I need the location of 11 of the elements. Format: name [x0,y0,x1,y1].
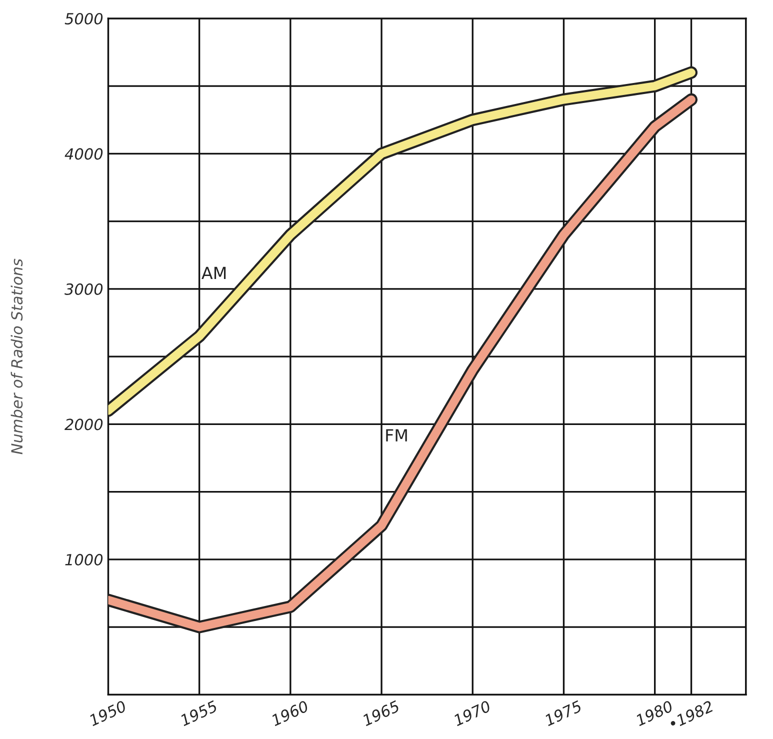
x-tick-label: 1960 [270,700,310,726]
y-axis-title: Number of Radio Stations [10,258,23,454]
series-label: FM [386,429,407,442]
x-tick-label: 1950 [88,700,128,726]
y-tick-label: 3000 [64,283,103,295]
y-tick-label: 5000 [64,12,103,24]
y-tick-label: 2000 [64,418,103,430]
y-tick-label: 4000 [64,148,103,160]
series-label: AM [202,266,226,280]
x-tick-label: 1970 [452,700,492,726]
y-tick-label: 1000 [65,554,103,566]
